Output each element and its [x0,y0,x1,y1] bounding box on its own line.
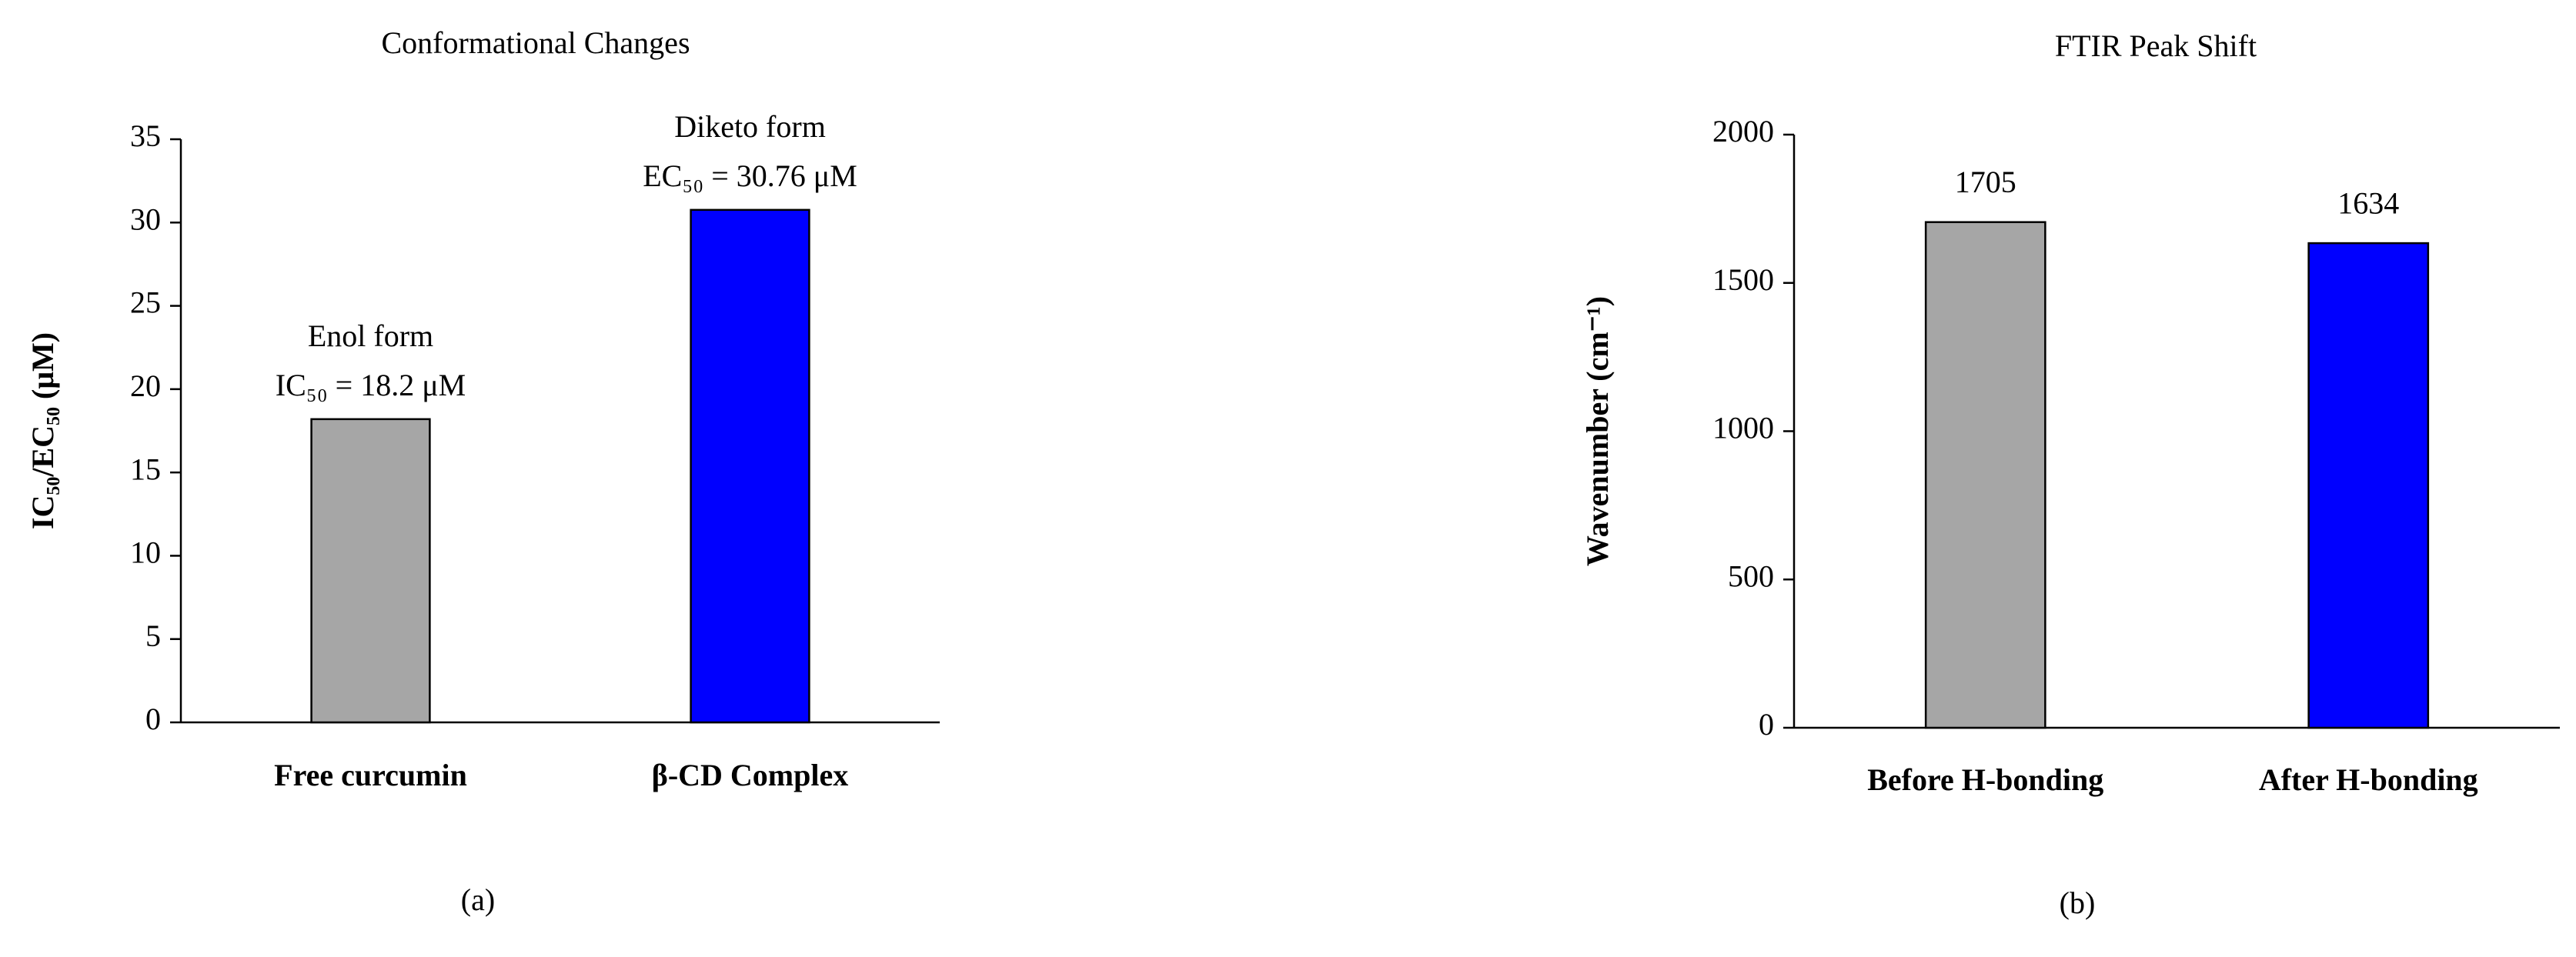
y-tick-label: 0 [1759,707,1774,742]
bar [690,208,810,724]
y-axis-label: Wavenumber (cm⁻¹) [1580,296,1615,566]
panel-label: (b) [2060,885,2096,920]
y-tick-label: 25 [130,285,161,320]
y-tick-label: 2000 [1712,114,1774,148]
y-tick-label: 10 [130,535,161,570]
y-tick-label: 15 [130,452,161,486]
y-tick-label: 5 [145,619,161,653]
y-tick-label: 1500 [1712,262,1774,297]
x-tick-label: After H-bonding [2259,762,2478,797]
annotation: EC₅₀ = 30.76 μM [643,158,857,193]
annotation: Diketo form [674,109,826,144]
y-tick-label: 0 [145,702,161,736]
annotation: IC₅₀ = 18.2 μM [276,368,466,402]
annotation: Enol form [308,318,433,353]
y-tick-label: 20 [130,368,161,403]
y-tick-label: 1000 [1712,411,1774,445]
y-tick-label: 30 [130,202,161,236]
chart-title: Conformational Changes [381,25,690,60]
bar [1924,221,2046,729]
x-tick-label: β-CD Complex [652,758,849,792]
x-tick-label: Before H-bonding [1867,762,2103,797]
value-label: 1634 [2337,185,2399,220]
value-label: 1705 [1955,165,2016,199]
bar [310,418,431,724]
y-axis-label: IC₅₀/EC₅₀ (μM) [25,332,60,529]
bar [2307,242,2430,729]
chart-title: FTIR Peak Shift [2055,28,2257,63]
x-tick-label: Free curcumin [274,758,467,792]
y-tick-label: 35 [130,118,161,153]
y-tick-label: 500 [1728,559,1774,593]
panel-label: (a) [461,882,495,917]
